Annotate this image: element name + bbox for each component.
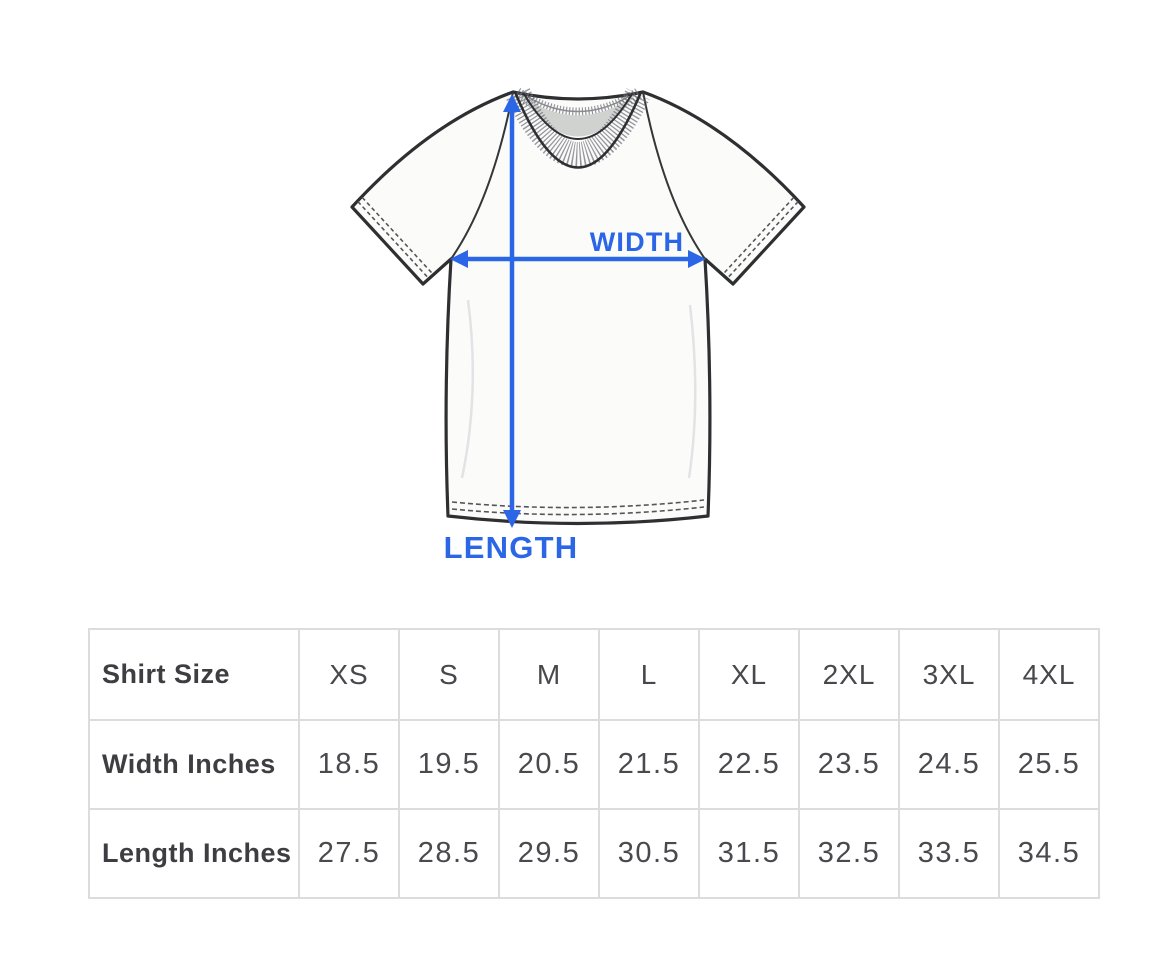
size-cell: XL — [698, 628, 800, 721]
length-arrowhead-top — [503, 94, 521, 112]
collar-back-seam — [527, 96, 629, 113]
collar-outer-outline — [513, 91, 643, 169]
table-row-length-inches: Length Inches 27.5 28.5 29.5 30.5 31.5 3… — [88, 808, 1100, 899]
length-value-cell: 32.5 — [798, 808, 900, 899]
width-value-cell: 24.5 — [898, 719, 1000, 810]
size-cell: 2XL — [798, 628, 900, 721]
size-chart-table: Shirt Size XS S M L XL 2XL 3XL 4XL Width… — [88, 628, 1100, 899]
length-value-cell: 28.5 — [398, 808, 500, 899]
table-row-width-inches: Width Inches 18.5 19.5 20.5 21.5 22.5 23… — [88, 719, 1100, 810]
right-armhole-seam — [642, 91, 706, 260]
width-value-cell: 18.5 — [298, 719, 400, 810]
width-value-cell: 22.5 — [698, 719, 800, 810]
size-chart-section: Shirt Size XS S M L XL 2XL 3XL 4XL Width… — [88, 628, 1100, 899]
length-arrowhead-bottom — [503, 510, 521, 528]
width-label: WIDTH — [590, 227, 684, 257]
size-cell: S — [398, 628, 500, 721]
row-label-shirt-size: Shirt Size — [88, 628, 300, 721]
length-value-cell: 29.5 — [498, 808, 600, 899]
length-value-cell: 27.5 — [298, 808, 400, 899]
left-armhole-seam — [450, 91, 514, 260]
tshirt-body-outline — [350, 90, 806, 526]
collar-inner-outline — [523, 93, 633, 140]
size-cell: XS — [298, 628, 400, 721]
collar — [506, 87, 650, 169]
width-value-cell: 25.5 — [998, 719, 1100, 810]
length-value-cell: 31.5 — [698, 808, 800, 899]
size-cell: 3XL — [898, 628, 1000, 721]
width-value-cell: 20.5 — [498, 719, 600, 810]
table-row-shirt-size: Shirt Size XS S M L XL 2XL 3XL 4XL — [88, 628, 1100, 721]
row-label-length-inches: Length Inches — [88, 808, 300, 899]
width-arrowhead-right — [688, 250, 706, 268]
right-sleeve-stitching — [722, 196, 799, 280]
left-sleeve-stitching — [357, 196, 434, 280]
width-arrow — [450, 250, 706, 268]
width-arrowhead-left — [450, 250, 468, 268]
bottom-hem-stitching — [451, 499, 705, 516]
width-value-cell: 19.5 — [398, 719, 500, 810]
size-cell: M — [498, 628, 600, 721]
length-value-cell: 33.5 — [898, 808, 1000, 899]
length-value-cell: 30.5 — [598, 808, 700, 899]
size-cell: 4XL — [998, 628, 1100, 721]
length-value-cell: 34.5 — [998, 808, 1100, 899]
tshirt-measurement-diagram: WIDTH LENGTH — [350, 87, 806, 565]
body-crease-right — [687, 304, 697, 479]
width-value-cell: 23.5 — [798, 719, 900, 810]
width-value-cell: 21.5 — [598, 719, 700, 810]
length-label: LENGTH — [444, 530, 579, 565]
row-label-width-inches: Width Inches — [88, 719, 300, 810]
body-crease-left — [460, 299, 475, 479]
length-arrow — [503, 94, 521, 528]
size-cell: L — [598, 628, 700, 721]
